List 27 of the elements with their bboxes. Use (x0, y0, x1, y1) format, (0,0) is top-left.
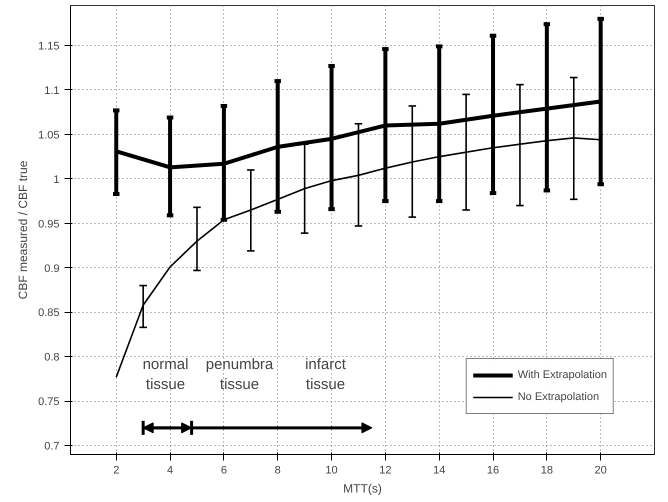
legend-label: With Extrapolation (518, 369, 607, 381)
x-tick-label: 6 (220, 464, 227, 476)
y-tick-label: 1.1 (44, 84, 60, 97)
y-tick-label: 0.85 (38, 307, 60, 320)
y-tick-label: 1.05 (38, 129, 60, 142)
y-tick-label: 0.8 (44, 352, 60, 364)
y-tick-label: 1 (53, 174, 60, 186)
x-tick-label: 4 (167, 464, 174, 476)
x-tick-label: 10 (325, 464, 338, 476)
x-tick-label: 8 (274, 464, 281, 476)
legend-label: No Extrapolation (518, 391, 600, 403)
x-tick-label: 14 (433, 464, 446, 476)
y-tick-label: 0.75 (38, 396, 60, 408)
y-tick-label: 1.15 (38, 40, 60, 53)
x-tick-label: 20 (594, 464, 607, 476)
annotation: infarct tissue (305, 356, 347, 394)
y-tick-label: 0.95 (38, 218, 60, 230)
x-tick-label: 2 (113, 464, 120, 476)
y-tick-label: 0.9 (44, 262, 60, 275)
x-tick-label: 12 (379, 464, 392, 476)
x-tick-label: 16 (486, 464, 500, 476)
y-tick-label: 0.7 (44, 440, 60, 453)
x-axis-title: MTT(s) (343, 482, 382, 496)
annotation: penumbra tissue (206, 356, 274, 394)
y-axis-title: CBF measured / CBF true (16, 160, 30, 300)
x-tick-label: 18 (540, 464, 553, 476)
annotation: normal tissue (142, 356, 188, 394)
